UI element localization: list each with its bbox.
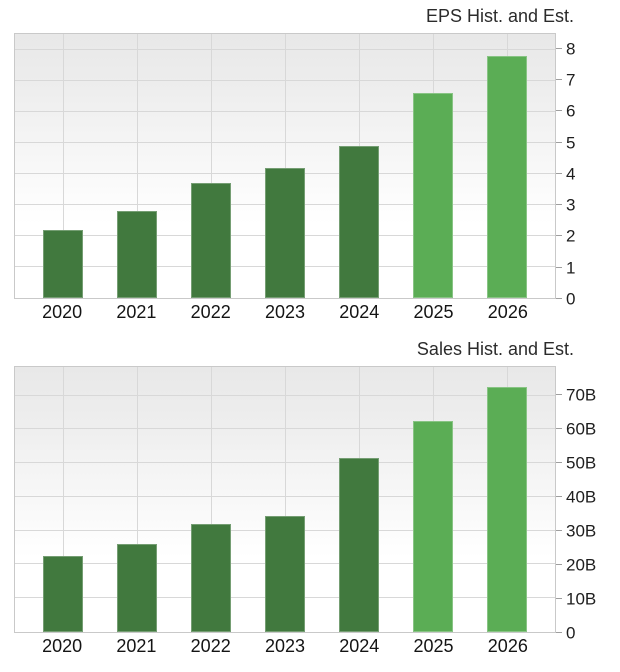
- x-axis-label-2022: 2022: [190, 636, 231, 656]
- x-axis-label-2020: 2020: [42, 636, 83, 656]
- y-tick-mark: [556, 495, 562, 497]
- category-cell-2022: [174, 34, 248, 298]
- bars-layer: [26, 34, 544, 298]
- y-tick-mark: [556, 298, 562, 299]
- vertical-gridline: [285, 34, 286, 298]
- vertical-gridline: [285, 367, 286, 632]
- y-tick-label-20B: 20B: [566, 555, 597, 575]
- y-tick-mark: [556, 78, 562, 80]
- y-tick-label-70B: 70B: [566, 385, 597, 405]
- y-tick-label-5: 5: [566, 133, 576, 153]
- chart-body: 0 1 2 3 4 5 6 7 8: [14, 33, 620, 308]
- x-axis-label-2025: 2025: [413, 302, 454, 322]
- x-axis-label-2023: 2023: [264, 636, 305, 656]
- bar-2025-estimated: [413, 93, 453, 298]
- x-axis-label-2020: 2020: [42, 302, 83, 322]
- x-axis-label-2021: 2021: [116, 636, 157, 656]
- vertical-gridline: [137, 367, 138, 632]
- y-tick-label-0: 0: [566, 623, 576, 643]
- bar-2021-historical: [117, 211, 157, 298]
- x-axis-label-2026: 2026: [487, 302, 528, 322]
- x-axis-label-2026: 2026: [487, 636, 528, 656]
- bar-2020-historical: [43, 556, 83, 632]
- y-axis: 0 1 2 3 4 5 6 7 8: [556, 33, 620, 308]
- y-tick-label-7: 7: [566, 70, 576, 90]
- bar-2024-historical: [339, 458, 379, 632]
- x-axis-label-2024: 2024: [339, 302, 380, 322]
- y-tick-mark: [556, 141, 562, 143]
- y-tick-mark: [556, 393, 562, 395]
- category-cell-2026: [470, 367, 544, 632]
- x-axis-label-2022: 2022: [190, 302, 231, 322]
- bar-2021-historical: [117, 544, 157, 632]
- y-tick-mark: [556, 204, 562, 206]
- vertical-gridline: [211, 367, 212, 632]
- x-axis-label-2025: 2025: [413, 636, 454, 656]
- bar-2023-historical: [265, 167, 305, 298]
- category-cell-2020: [26, 34, 100, 298]
- y-tick-label-8: 8: [566, 39, 576, 59]
- plot-area: [14, 366, 556, 633]
- y-tick-mark: [556, 427, 562, 429]
- category-cell-2025: [396, 34, 470, 298]
- y-tick-mark: [556, 632, 562, 633]
- bar-2020-historical: [43, 229, 83, 298]
- sales-chart: Sales Hist. and Est. 0 10B 20B 30B 40B 50B 60B…: [0, 335, 620, 658]
- bar-2026-estimated: [487, 387, 527, 632]
- y-tick-mark: [556, 266, 562, 268]
- y-tick-mark: [556, 110, 562, 112]
- bar-2023-historical: [265, 515, 305, 632]
- y-tick-label-1: 1: [566, 258, 576, 278]
- y-tick-label-2: 2: [566, 226, 576, 246]
- y-axis: 0 10B 20B 30B 40B 50B 60B 70B: [556, 366, 620, 642]
- category-cell-2024: [322, 34, 396, 298]
- x-axis-label-2021: 2021: [116, 302, 157, 322]
- y-tick-mark: [556, 235, 562, 237]
- y-tick-label-0: 0: [566, 289, 576, 309]
- vertical-gridline: [137, 34, 138, 298]
- y-tick-mark: [556, 563, 562, 565]
- x-axis: 2020 2021 2022 2023 2024 2025 2026: [14, 299, 556, 324]
- y-tick-mark: [556, 47, 562, 49]
- chart-title: EPS Hist. and Est.: [425, 6, 574, 26]
- category-cell-2023: [248, 34, 322, 298]
- y-tick-mark: [556, 172, 562, 174]
- category-cell-2023: [248, 367, 322, 632]
- y-tick-label-4: 4: [566, 164, 576, 184]
- chart-body: 0 10B 20B 30B 40B 50B 60B 70B: [14, 366, 620, 642]
- y-tick-label-60B: 60B: [566, 419, 597, 439]
- bars-layer: [26, 367, 544, 632]
- y-tick-mark: [556, 529, 562, 531]
- y-tick-label-40B: 40B: [566, 487, 597, 507]
- category-cell-2026: [470, 34, 544, 298]
- category-cell-2020: [26, 367, 100, 632]
- category-cell-2025: [396, 367, 470, 632]
- y-tick-mark: [556, 598, 562, 599]
- x-axis-label-2024: 2024: [339, 636, 380, 656]
- y-tick-label-50B: 50B: [566, 453, 597, 473]
- y-tick-mark: [556, 461, 562, 463]
- y-tick-label-6: 6: [566, 101, 576, 121]
- plot-area: [14, 33, 556, 299]
- bar-2024-historical: [339, 145, 379, 298]
- y-tick-label-30B: 30B: [566, 521, 597, 541]
- bar-2022-historical: [191, 183, 231, 298]
- x-axis: 2020 2021 2022 2023 2024 2025 2026: [14, 633, 556, 658]
- category-cell-2021: [100, 34, 174, 298]
- vertical-gridline: [63, 367, 64, 632]
- x-axis-label-2023: 2023: [264, 302, 305, 322]
- chart-title: Sales Hist. and Est.: [416, 339, 574, 359]
- bar-2025-estimated: [413, 421, 453, 632]
- category-cell-2022: [174, 367, 248, 632]
- category-cell-2024: [322, 367, 396, 632]
- category-cell-2021: [100, 367, 174, 632]
- vertical-gridline: [211, 34, 212, 298]
- vertical-gridline: [63, 34, 64, 298]
- bar-2026-estimated: [487, 55, 527, 298]
- y-tick-label-3: 3: [566, 195, 576, 215]
- y-tick-label-10B: 10B: [566, 589, 597, 609]
- bar-2022-historical: [191, 523, 231, 632]
